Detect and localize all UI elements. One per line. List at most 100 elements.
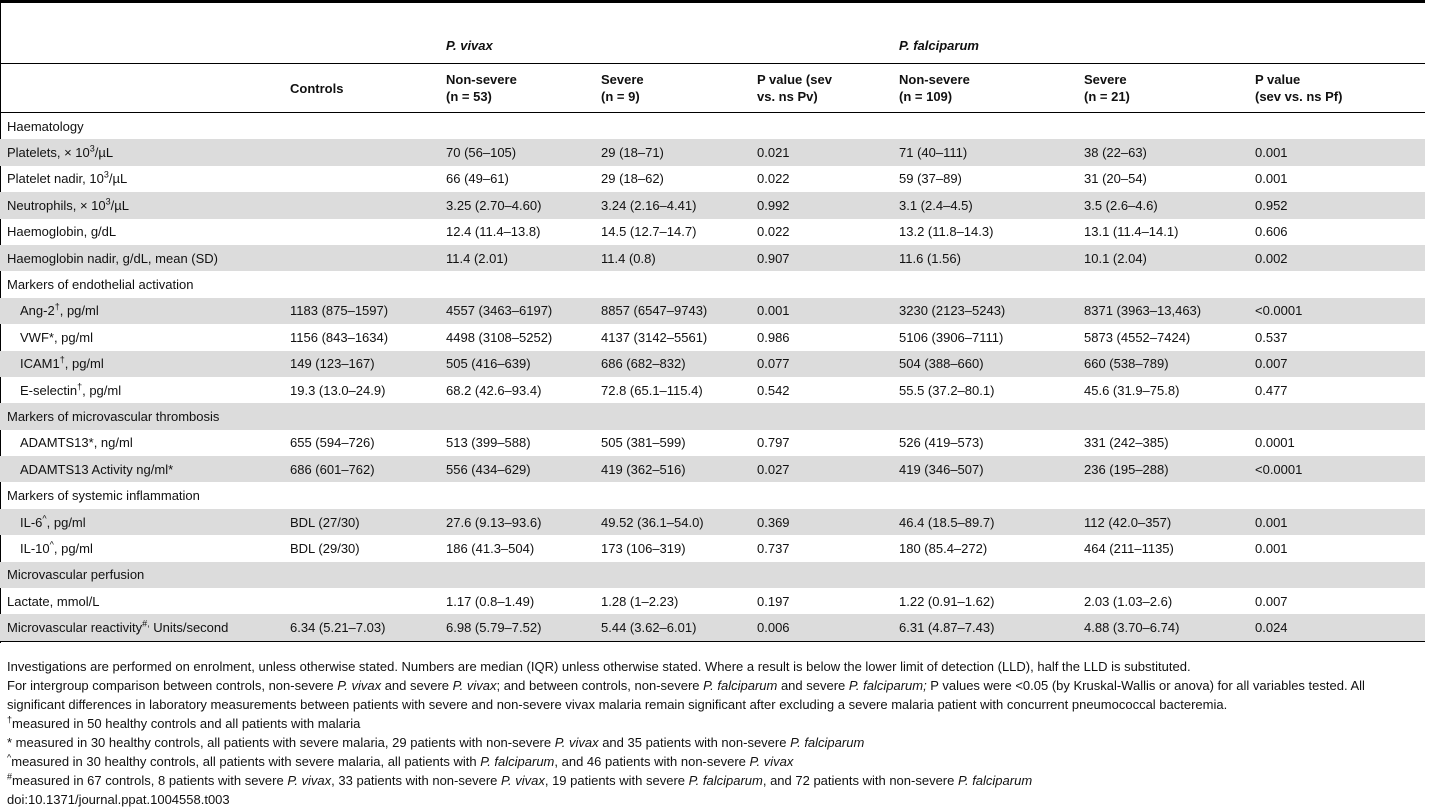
table-row: Microvascular reactivity#, Units/second 6… xyxy=(0,614,1426,642)
table-cell: 3.25 (2.70–4.60) xyxy=(439,192,594,219)
section-row: Markers of endothelial activation xyxy=(0,271,1425,297)
table-cell: BDL (27/30) xyxy=(283,508,439,536)
table-cell: 0.992 xyxy=(750,192,892,219)
table-cell: 49.52 (36.1–54.0) xyxy=(594,508,750,536)
table-cell: 0.027 xyxy=(750,456,892,483)
table-cell: 0.001 xyxy=(750,297,892,325)
table-cell: 0.021 xyxy=(750,139,892,166)
table-cell: 55.5 (37.2–80.1) xyxy=(899,382,995,398)
footnote-comparison: For intergroup comparison between contro… xyxy=(7,678,1365,712)
row-label: Haemoglobin nadir, g/dL, mean (SD) xyxy=(0,244,283,272)
row-label: ADAMTS13 Activity ng/ml* xyxy=(0,456,283,483)
table-cell: 0.537 xyxy=(1255,329,1288,345)
table-cell: 655 (594–726) xyxy=(290,435,375,451)
table-cell: 0.952 xyxy=(1248,192,1426,219)
footnote-asterisk: * measured in 30 healthy controls, all p… xyxy=(7,735,865,750)
table-row: IL-10^, pg/ml BDL (29/30) 186 (41.3–504) 17… xyxy=(0,535,1425,561)
table-cell: 464 (211–1135) xyxy=(1084,540,1174,556)
table-cell xyxy=(283,139,439,166)
table-cell: 186 (41.3–504) xyxy=(446,540,535,556)
table-cell: 660 (538–789) xyxy=(1077,350,1248,377)
table-cell: 1.17 (0.8–1.49) xyxy=(446,593,535,609)
table-cell: 1156 (843–1634) xyxy=(290,329,389,345)
footnote-hash: #measured in 67 controls, 8 patients wit… xyxy=(7,771,1033,788)
column-header: Severe (n = 9) xyxy=(594,63,750,113)
table-cell: 0.797 xyxy=(757,435,790,451)
table-cell: 0.001 xyxy=(1248,508,1426,536)
table-cell: 0.369 xyxy=(750,508,892,536)
table-cell xyxy=(283,244,439,272)
table-cell: 0.477 xyxy=(1255,382,1288,398)
table-cell: 0.077 xyxy=(750,350,892,377)
section-row: Microvascular perfusion xyxy=(0,561,1426,589)
table-cell: 38 (22–63) xyxy=(1077,139,1248,166)
table-cell: 686 (601–762) xyxy=(283,456,439,483)
table-row: Haemoglobin, g/dL 12.4 (11.4–13.8) 14.5 (1… xyxy=(0,219,1425,245)
row-label: Microvascular reactivity#, Units/second xyxy=(0,614,283,642)
table-cell: 513 (399–588) xyxy=(446,435,531,451)
table-cell: 68.2 (42.6–93.4) xyxy=(446,382,542,398)
table-cell: 66 (49–61) xyxy=(446,171,509,187)
table-row: IL-6^, pg/ml BDL (27/30) 27.6 (9.13–93.6) 4… xyxy=(0,508,1426,536)
table-cell: 4137 (3142–5561) xyxy=(601,329,708,345)
row-label: ICAM1†, pg/ml xyxy=(0,350,283,377)
table-cell: 6.34 (5.21–7.03) xyxy=(283,614,439,642)
table-cell: 71 (40–111) xyxy=(892,139,1077,166)
section-row: Haematology xyxy=(0,112,1426,140)
table-cell: 331 (242–385) xyxy=(1084,435,1169,451)
table-cell: 1183 (875–1597) xyxy=(283,297,439,325)
table-cell: 419 (346–507) xyxy=(892,456,1077,483)
table-cell: 4.88 (3.70–6.74) xyxy=(1077,614,1248,642)
footnote-general: Investigations are performed on enrolmen… xyxy=(7,659,1191,674)
table-cell: 0.986 xyxy=(757,329,790,345)
table-cell: 45.6 (31.9–75.8) xyxy=(1084,382,1180,398)
table-cell: 27.6 (9.13–93.6) xyxy=(439,508,594,536)
row-label: IL-6^, pg/ml xyxy=(0,508,283,536)
table-cell: 1.28 (1–2.23) xyxy=(601,593,679,609)
table-row: ICAM1†, pg/ml 149 (123–167) 505 (416–639) 6… xyxy=(0,350,1426,377)
table-cell: 6.98 (5.79–7.52) xyxy=(439,614,594,642)
results-table-wrapper: P. vivax P. falciparum Controls Non-sever… xyxy=(0,28,1426,642)
table-row: ADAMTS13*, ng/ml 655 (594–726) 513 (399–58… xyxy=(0,430,1425,456)
footnote-dagger: †measured in 50 healthy controls and all… xyxy=(7,714,361,731)
table-cell xyxy=(283,219,439,245)
table-cell: 3.1 (2.4–4.5) xyxy=(892,192,1077,219)
section-label: Markers of systemic inflammation xyxy=(7,488,200,504)
column-header: Non-severe (n = 109) xyxy=(892,63,1077,113)
table-row: Neutrophils, × 103/µL 3.25 (2.70–4.60) 3.2… xyxy=(0,192,1426,219)
table-cell xyxy=(283,166,439,192)
species-empty xyxy=(0,28,283,64)
table-cell: 0.022 xyxy=(757,171,790,187)
table-cell xyxy=(283,588,439,614)
table-cell: 0.737 xyxy=(757,540,790,556)
table-cell: 556 (434–629) xyxy=(439,456,594,483)
species-empty xyxy=(283,28,439,64)
table-cell: 526 (419–573) xyxy=(899,435,984,451)
table-cell: <0.0001 xyxy=(1248,456,1426,483)
table-cell: 0.001 xyxy=(1255,540,1288,556)
table-cell: 0.0001 xyxy=(1255,435,1295,451)
section-label: Markers of endothelial activation xyxy=(7,277,194,293)
table-cell: 2.03 (1.03–2.6) xyxy=(1084,593,1173,609)
table-cell: 3.5 (2.6–4.6) xyxy=(1077,192,1248,219)
species-pf: P. falciparum xyxy=(899,38,979,53)
table-cell: 686 (682–832) xyxy=(594,350,750,377)
table-cell: 505 (381–599) xyxy=(601,435,686,451)
table-cell: 236 (195–288) xyxy=(1077,456,1248,483)
table-cell: 5873 (4552–7424) xyxy=(1084,329,1191,345)
row-label: Platelet nadir, 103/µL xyxy=(7,170,128,187)
table-cell: 419 (362–516) xyxy=(594,456,750,483)
table-cell: 19.3 (13.0–24.9) xyxy=(290,382,386,398)
table-cell: 0.001 xyxy=(1255,171,1288,187)
table-cell: 0.006 xyxy=(750,614,892,642)
table-cell: 505 (416–639) xyxy=(439,350,594,377)
table-cell: 173 (106–319) xyxy=(601,540,686,556)
species-header-row: P. vivax P. falciparum xyxy=(0,28,1425,64)
column-header: P value (sev vs. ns Pf) xyxy=(1248,63,1426,113)
table-cell: 6.31 (4.87–7.43) xyxy=(892,614,1077,642)
table-cell: 3230 (2123–5243) xyxy=(892,297,1077,325)
table-cell: 1.22 (0.91–1.62) xyxy=(899,593,995,609)
table-cell: 112 (42.0–357) xyxy=(1077,508,1248,536)
table-cell: 3.24 (2.16–4.41) xyxy=(594,192,750,219)
table-cell: 72.8 (65.1–115.4) xyxy=(601,382,703,398)
